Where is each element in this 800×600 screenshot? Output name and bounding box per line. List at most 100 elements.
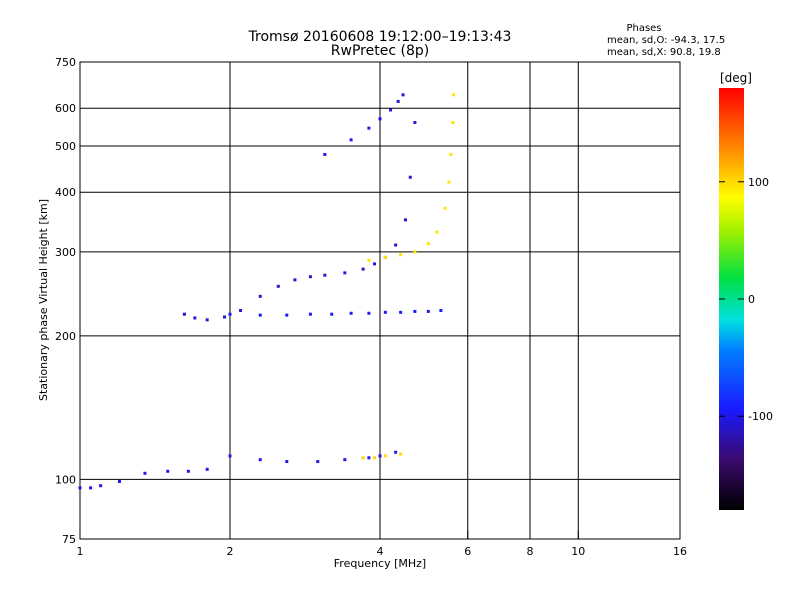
data-point [308, 312, 312, 316]
grid [80, 62, 680, 539]
data-point [394, 243, 398, 247]
data-point [258, 458, 262, 462]
data-point [399, 310, 403, 314]
data-point [343, 271, 347, 275]
trace-2f-echo [323, 93, 405, 156]
y-tick-label: 200 [55, 330, 76, 343]
trace-f-layer-x [367, 93, 456, 262]
data-point [166, 469, 170, 473]
x-tick-label: 6 [464, 545, 471, 558]
data-point [258, 313, 262, 317]
data-point [349, 311, 353, 315]
data-point [205, 467, 209, 471]
data-point [413, 250, 417, 254]
data-point [205, 318, 209, 322]
data-point [228, 454, 232, 458]
y-tick-label: 750 [55, 56, 76, 69]
data-point [443, 206, 447, 210]
data-point [349, 138, 353, 142]
data-point [367, 311, 371, 315]
data-point [361, 456, 365, 460]
data-point [373, 262, 377, 266]
y-axis-ticks: 75 100 200 300 400 500 600 750 [55, 56, 76, 546]
data-point [343, 458, 347, 462]
data-points [78, 93, 456, 490]
data-point [452, 93, 456, 97]
trace-f-echo-band [228, 308, 443, 317]
colorbar-label: [deg] [720, 71, 752, 85]
data-point [186, 469, 190, 473]
y-tick-label: 500 [55, 140, 76, 153]
data-point [117, 479, 121, 483]
data-point [99, 484, 103, 488]
trace-e-layer-x [361, 452, 403, 460]
data-point [435, 230, 439, 234]
data-point [182, 312, 186, 316]
data-point [451, 121, 455, 125]
data-point [413, 121, 417, 125]
x-tick-label: 4 [377, 545, 384, 558]
data-point [89, 486, 93, 490]
chart-subtitle: RwPretec (8p) [331, 43, 429, 59]
data-point [323, 273, 327, 277]
data-point [383, 310, 387, 314]
x-tick-label: 2 [227, 545, 234, 558]
data-point [401, 93, 405, 97]
x-axis-label: Frequency [MHz] [334, 557, 426, 570]
data-point [396, 99, 400, 103]
data-point [239, 308, 243, 312]
trace-f-layer-o [182, 121, 417, 322]
data-point [367, 456, 371, 460]
colorbar-tick-label: -100 [748, 410, 773, 423]
data-point [228, 312, 232, 316]
data-point [378, 454, 382, 458]
data-point [276, 284, 280, 288]
colorbar-tick-label: 0 [748, 293, 755, 306]
data-point [413, 309, 417, 313]
data-point [323, 152, 327, 156]
x-tick-label: 10 [571, 545, 585, 558]
data-point [373, 456, 377, 460]
data-point [293, 278, 297, 282]
y-tick-label: 400 [55, 186, 76, 199]
data-point [316, 460, 320, 464]
data-point [399, 452, 403, 456]
data-point [426, 309, 430, 313]
data-point [193, 316, 197, 320]
phase-stats-x: mean, sd,X: 90.8, 19.8 [607, 47, 721, 58]
data-point [403, 218, 407, 222]
data-point [143, 471, 147, 475]
data-point [285, 460, 289, 464]
colorbar-tick-label: 100 [748, 176, 769, 189]
data-point [439, 308, 443, 312]
data-point [258, 294, 262, 298]
x-axis-ticks: 1 2 4 6 8 10 16 [77, 531, 687, 558]
data-point [426, 242, 430, 246]
data-point [367, 258, 371, 262]
x-tick-label: 16 [673, 545, 687, 558]
x-tick-label: 8 [527, 545, 534, 558]
data-point [285, 313, 289, 317]
data-point [383, 255, 387, 259]
phase-stats-title: Phases [626, 23, 661, 34]
data-point [78, 486, 82, 490]
colorbar-ticks: 100 0 -100 [719, 176, 773, 423]
data-point [308, 275, 312, 279]
data-point [383, 454, 387, 458]
data-point [449, 152, 453, 156]
data-point [394, 450, 398, 454]
data-point [389, 108, 393, 112]
trace-e-layer-o [78, 450, 398, 490]
y-axis-label: Stationary phase Virtual Height [km] [37, 199, 50, 401]
phase-stats-o: mean, sd,O: -94.3, 17.5 [607, 35, 725, 46]
data-point [361, 267, 365, 271]
y-tick-label: 600 [55, 102, 76, 115]
data-point [447, 180, 451, 184]
data-point [408, 175, 412, 179]
data-point [378, 117, 382, 121]
data-point [399, 253, 403, 257]
data-point [223, 315, 227, 319]
chart-title: Tromsø 20160608 19:12:00–19:13:43 [248, 29, 512, 45]
y-tick-label: 100 [55, 473, 76, 486]
